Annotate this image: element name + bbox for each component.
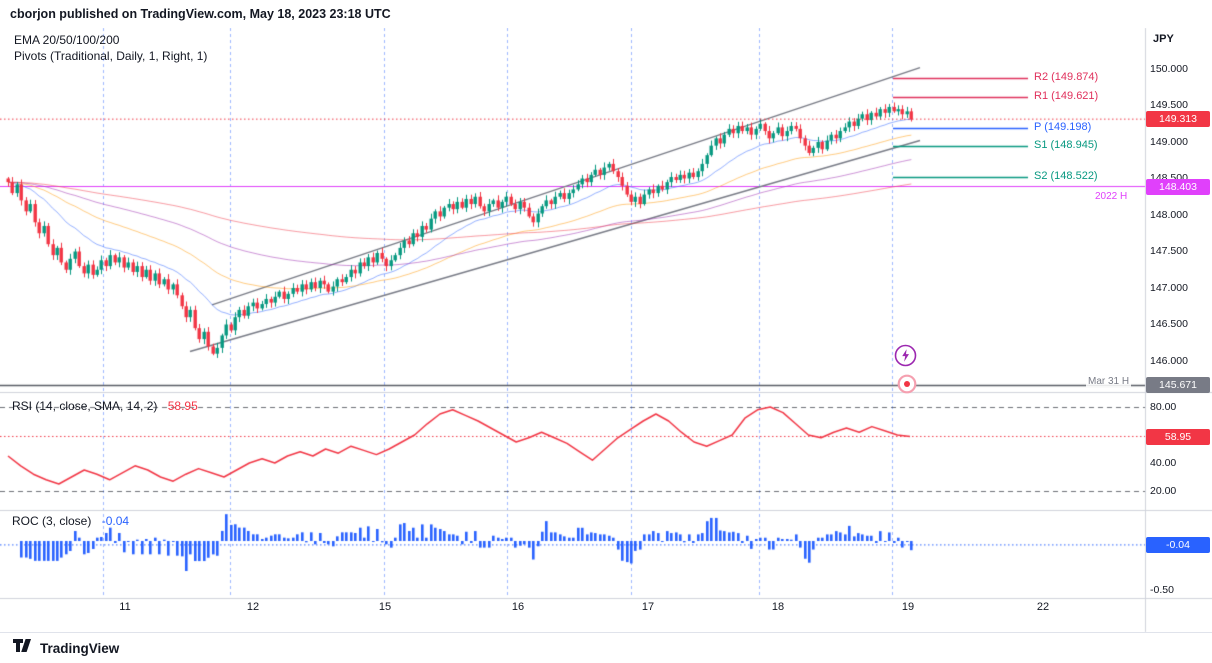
footer-bar: TradingView xyxy=(0,632,1212,663)
time-tick: 18 xyxy=(771,601,785,613)
pivot-label-s2: S2 (148.522) xyxy=(1034,169,1098,182)
roc-legend-label: ROC (3, close) xyxy=(12,514,92,528)
legend-pivots[interactable]: Pivots (Traditional, Daily, 1, Right, 1) xyxy=(14,49,208,63)
time-tick: 22 xyxy=(1036,601,1050,613)
time-tick: 11 xyxy=(119,601,131,613)
price-tick: 150.000 xyxy=(1150,62,1188,75)
time-tick: 17 xyxy=(641,601,655,613)
tradingview-logo-icon[interactable] xyxy=(13,638,33,658)
rsi-legend-label: RSI (14, close, SMA, 14, 2) xyxy=(12,399,158,413)
rsi-tick: 20.00 xyxy=(1150,484,1177,497)
pivot-label-r2: R2 (149.874) xyxy=(1034,71,1099,84)
price-tick: 147.500 xyxy=(1150,245,1188,257)
rsi-legend-value: 58.95 xyxy=(167,399,198,413)
time-tick: 19 xyxy=(901,601,915,613)
rsi-tick: 80.00 xyxy=(1150,400,1177,413)
pivot-label-p: P (149.198) xyxy=(1034,120,1092,133)
time-axis[interactable] xyxy=(0,598,1145,632)
tradingview-brand[interactable]: TradingView xyxy=(40,640,120,656)
level-label-2022-high: 2022 H xyxy=(1093,191,1130,202)
price-tick: 149.500 xyxy=(1150,99,1188,111)
current-price-badge: 149.313 xyxy=(1146,111,1210,127)
time-tick: 12 xyxy=(246,601,260,613)
roc-legend-value: -0.04 xyxy=(101,514,130,528)
roc-value-badge: -0.04 xyxy=(1146,537,1210,553)
legend-ema[interactable]: EMA 20/50/100/200 xyxy=(14,33,120,47)
rsi-tick: 40.00 xyxy=(1150,456,1177,469)
roc-tick: -0.50 xyxy=(1150,583,1174,596)
price-tick: 146.000 xyxy=(1150,354,1188,367)
price-tick: 148.000 xyxy=(1150,208,1188,221)
price-tick: 146.500 xyxy=(1150,318,1188,330)
legend-roc[interactable]: ROC (3, close) -0.04 xyxy=(12,514,129,528)
level-label-mar-31-high: Mar 31 H xyxy=(1086,376,1132,387)
price-axis-unit-label: JPY xyxy=(1153,33,1174,45)
pivot-label-r1: R1 (149.621) xyxy=(1034,89,1099,102)
pivot-label-s1: S1 (148.945) xyxy=(1034,139,1098,151)
rsi-value-badge: 58.95 xyxy=(1146,429,1210,445)
price-tick: 147.000 xyxy=(1150,281,1188,294)
price-marker-icon[interactable] xyxy=(897,374,917,399)
publish-info-bar: cborjon published on TradingView.com, Ma… xyxy=(0,0,1212,28)
legend-rsi[interactable]: RSI (14, close, SMA, 14, 2) 58.95 xyxy=(12,399,198,413)
publish-info-text: cborjon published on TradingView.com, Ma… xyxy=(10,7,391,21)
mar-31-high-badge: 145.671 xyxy=(1146,377,1210,393)
level-2022-high-badge: 148.403 xyxy=(1146,179,1210,195)
time-tick: 16 xyxy=(511,601,525,613)
time-tick: 15 xyxy=(378,601,392,613)
idea-lightning-icon[interactable] xyxy=(894,344,917,372)
price-tick: 149.000 xyxy=(1150,135,1188,148)
